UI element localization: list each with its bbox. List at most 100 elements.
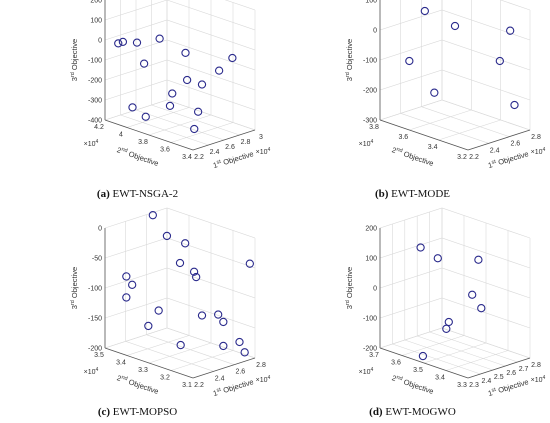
x-exponent-label: ×104 bbox=[531, 375, 546, 384]
floor-gridline-y-2 bbox=[409, 109, 472, 131]
floor-gridline-x-2 bbox=[421, 106, 510, 137]
x-tick-label-2: 2.6 bbox=[225, 144, 235, 151]
point-c-8 bbox=[128, 280, 137, 289]
caption-c: (c) EWT-MOPSO bbox=[0, 406, 275, 418]
point-a-2 bbox=[132, 38, 142, 47]
z-tick-label-3: -50 bbox=[92, 256, 102, 263]
x-tick-label-0: 2.2 bbox=[469, 154, 479, 161]
point-b-1 bbox=[450, 21, 460, 31]
floor-gridline-y-1 bbox=[170, 122, 234, 143]
floor-gridline-y-2 bbox=[423, 342, 487, 364]
point-a-13 bbox=[128, 103, 137, 112]
wall-gridline-z-1 bbox=[104, 79, 256, 111]
caption-a-letter: (a) bbox=[96, 188, 110, 200]
point-a-1 bbox=[118, 37, 128, 47]
y-tick-label-2: 3.6 bbox=[398, 134, 408, 141]
z-tick-label-2: 0 bbox=[373, 286, 377, 293]
y-axis-label: 2nd Objective bbox=[116, 145, 160, 168]
z-axis-label: 3rd Objective bbox=[345, 39, 354, 81]
wall-gridline-z-1 bbox=[379, 69, 531, 101]
x-tick-label-1: 2.4 bbox=[215, 375, 225, 382]
x-tick-label-0: 2.2 bbox=[194, 382, 204, 389]
caption-b-letter: (b) bbox=[374, 188, 389, 200]
y-exponent-label: ×104 bbox=[359, 367, 374, 376]
caption-c-letter: (c) bbox=[97, 406, 111, 418]
point-c-5 bbox=[192, 272, 201, 282]
caption-c-text: EWT-MOPSO bbox=[112, 406, 178, 418]
wall-gridline-z-0 bbox=[379, 327, 531, 359]
y-axis-label: 2nd Objective bbox=[116, 373, 160, 396]
point-a-9 bbox=[168, 89, 177, 98]
y-axis-label: 2nd Objective bbox=[391, 373, 435, 396]
point-a-5 bbox=[181, 48, 190, 58]
floor-gridline-y-1 bbox=[170, 350, 234, 371]
point-a-3 bbox=[139, 59, 149, 68]
x-tick-label-1: 2.4 bbox=[482, 378, 492, 385]
wall-gridline-z-3 bbox=[379, 9, 531, 41]
floor-gridline-y-3 bbox=[401, 335, 465, 356]
z-axis-label: 3rd Objective bbox=[70, 39, 79, 81]
x-exponent-label: ×104 bbox=[531, 147, 546, 156]
point-c-3 bbox=[245, 259, 254, 268]
x-tick-label-0: 2.3 bbox=[469, 382, 479, 389]
z-tick-label-0: -400 bbox=[88, 118, 102, 125]
point-c-0 bbox=[148, 211, 157, 220]
z-tick-label-0: -200 bbox=[363, 346, 377, 353]
wall-gridline-z-3 bbox=[379, 237, 531, 269]
point-a-15 bbox=[190, 124, 199, 134]
point-c-1 bbox=[162, 231, 172, 241]
point-a-8 bbox=[197, 80, 207, 89]
point-c-6 bbox=[189, 267, 199, 276]
wall-gridline-z-5 bbox=[104, 0, 256, 31]
x-axis-line bbox=[192, 129, 256, 151]
y-tick-label-0: 3.2 bbox=[457, 154, 467, 161]
point-c-17 bbox=[176, 340, 185, 350]
wall-gridline-z-2 bbox=[379, 267, 531, 299]
point-c-10 bbox=[197, 311, 207, 320]
y-exponent-label: ×104 bbox=[84, 139, 99, 148]
y-tick-label-4: 3.5 bbox=[94, 352, 104, 359]
x-tick-label-0: 2.2 bbox=[194, 154, 204, 161]
z-tick-label-2: -100 bbox=[88, 286, 102, 293]
point-d-6 bbox=[442, 324, 451, 333]
panel-d-plot: 2.32.42.52.62.72.8 3.3 3.4 3.5 3.6 3.7-200 -10… bbox=[345, 207, 546, 398]
point-a-11 bbox=[182, 75, 192, 85]
z-axis-label: 3rd Objective bbox=[345, 267, 354, 309]
point-a-4 bbox=[155, 34, 164, 43]
point-b-0 bbox=[420, 6, 429, 16]
y-tick-label-1: 3.6 bbox=[160, 147, 170, 154]
y-exponent-label: ×104 bbox=[359, 139, 374, 148]
wall-gridline-z-4 bbox=[379, 207, 531, 239]
y-axis-line bbox=[104, 119, 194, 151]
point-d-5 bbox=[444, 317, 453, 327]
floor-gridline-x-1 bbox=[400, 113, 489, 144]
z-tick-label-6: 200 bbox=[90, 0, 102, 5]
x-tick-label-2: 2.6 bbox=[235, 369, 245, 376]
point-c-14 bbox=[235, 337, 244, 347]
y-tick-label-1: 3.2 bbox=[160, 375, 170, 382]
z-tick-label-1: -100 bbox=[363, 316, 377, 323]
caption-d-text: EWT-MOGWO bbox=[385, 406, 456, 418]
y-tick-label-0: 3.3 bbox=[457, 382, 467, 389]
y-tick-label-4: 3.7 bbox=[369, 352, 379, 359]
point-d-4 bbox=[477, 304, 486, 313]
caption-a: (a) EWT-NSGA-2 bbox=[0, 188, 275, 200]
z-tick-label-4: 100 bbox=[365, 0, 377, 5]
wall-gridline-z-0 bbox=[104, 99, 256, 131]
point-c-18 bbox=[144, 321, 153, 331]
point-d-1 bbox=[433, 254, 442, 263]
x-tick-label-4: 3 bbox=[259, 134, 263, 141]
z-axis-label: 3rd Objective bbox=[70, 267, 79, 309]
z-tick-label-2: -200 bbox=[88, 78, 102, 85]
point-c-2 bbox=[181, 239, 190, 248]
y-tick-label-2: 3.8 bbox=[138, 139, 148, 146]
x-tick-label-3: 2.8 bbox=[256, 362, 266, 369]
x-tick-label-5: 2.8 bbox=[531, 362, 541, 369]
point-c-11 bbox=[214, 310, 223, 319]
z-tick-label-0: -200 bbox=[88, 346, 102, 353]
y-tick-label-1: 3.4 bbox=[435, 375, 445, 382]
z-tick-label-0: -300 bbox=[363, 118, 377, 125]
y-tick-label-3: 3.8 bbox=[369, 124, 379, 131]
point-b-5 bbox=[430, 88, 439, 97]
